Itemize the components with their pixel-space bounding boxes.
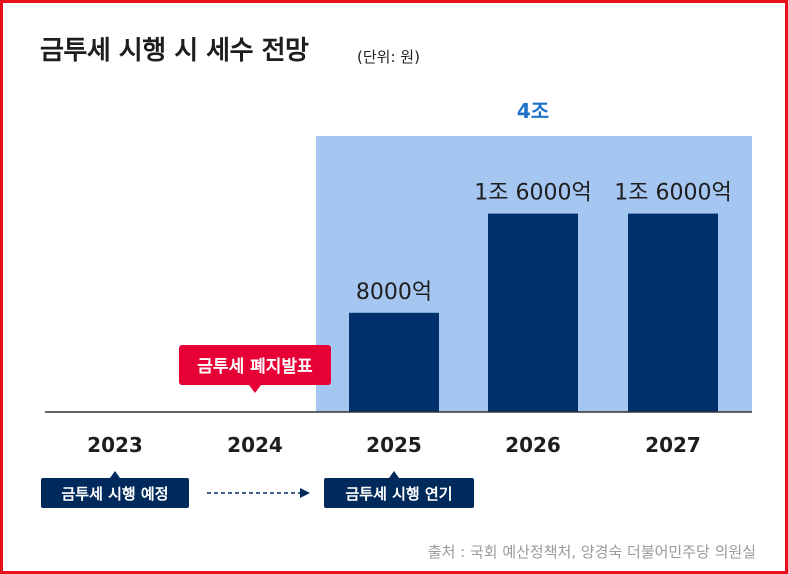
planned-badge-pointer [110,471,120,478]
x-tick-2024: 2024 [227,433,283,457]
postponed-badge-pointer [389,471,399,478]
source-note: 출처 : 국회 예산정책처, 양경숙 더불어민주당 의원실 [427,543,756,561]
planned-badge-text: 금투세 시행 예정 [61,485,168,503]
x-tick-2023: 2023 [87,433,143,457]
x-axis-ticks-group: 2023 2024 2025 2026 2027 [87,433,701,457]
x-tick-2027: 2027 [645,433,701,457]
chart-title: 금투세 시행 시 세수 전망 [40,36,309,66]
highlight-total-label: 4조 [517,99,549,123]
bar-label-2025: 8000억 [356,280,432,305]
bar-label-2027: 1조 6000억 [614,181,731,206]
bar-2025 [349,312,439,412]
event-callout: 금투세 폐지발표 [179,345,331,393]
bar-2026 [488,213,578,412]
postponed-badge-box [324,478,474,508]
postponed-badge: 금투세 시행 연기 [324,471,474,508]
bar-label-2026: 1조 6000억 [474,181,591,206]
bar-labels-group: 8000억 1조 6000억 1조 6000억 [356,181,732,305]
bars-group [349,213,718,412]
x-tick-2025: 2025 [366,433,422,457]
x-tick-2026: 2026 [505,433,561,457]
postponed-badge-text: 금투세 시행 연기 [345,485,452,503]
unit-note: (단위: 원) [357,48,420,66]
callout-text: 금투세 폐지발표 [197,357,313,377]
callout-box [179,345,331,385]
bar-2027 [628,213,718,412]
planned-badge: 금투세 시행 예정 [41,471,189,508]
planned-badge-box [41,478,189,508]
arrow-head-icon [300,488,310,498]
callout-pointer [249,385,261,393]
